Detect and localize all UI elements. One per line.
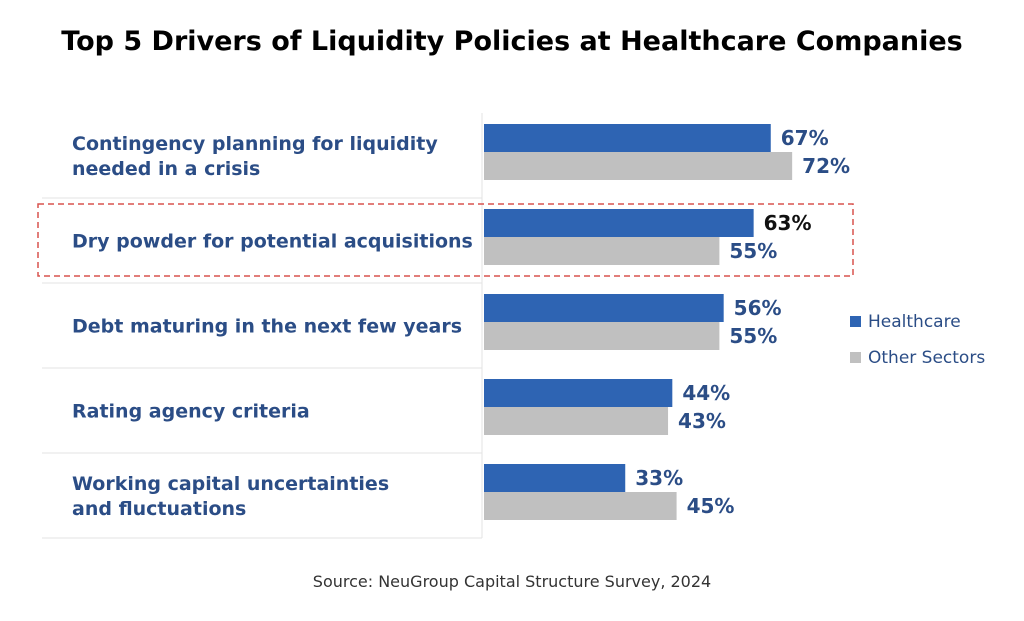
bar-healthcare — [484, 379, 673, 407]
bar-other-sectors — [484, 237, 720, 265]
data-label: 45% — [687, 494, 735, 518]
legend-swatch — [850, 316, 861, 327]
category-label: Dry powder for potential acquisitions — [72, 231, 473, 253]
data-label: 33% — [635, 466, 683, 490]
data-label: 44% — [682, 381, 730, 405]
bar-other-sectors — [484, 322, 720, 350]
category-label: Working capital uncertainties and fluctua… — [72, 473, 389, 520]
data-label: 67% — [781, 126, 829, 150]
bar-healthcare — [484, 124, 771, 152]
data-label: 55% — [729, 239, 777, 263]
data-label: 55% — [729, 324, 777, 348]
bar-other-sectors — [484, 152, 793, 180]
data-label: 56% — [734, 296, 782, 320]
category-label: Debt maturing in the next few years — [72, 316, 462, 338]
bar-healthcare — [484, 464, 626, 492]
bar-chart: Contingency planning for liquidity needed… — [37, 113, 985, 539]
bar-healthcare — [484, 209, 754, 237]
source-note: Source: NeuGroup Capital Structure Surve… — [312, 572, 712, 591]
bar-other-sectors — [484, 407, 669, 435]
category-label: Contingency planning for liquidity needed… — [72, 133, 438, 180]
data-label: 63% — [764, 211, 812, 235]
legend-label: Healthcare — [868, 312, 961, 332]
bar-other-sectors — [484, 492, 677, 520]
chart-title: Top 5 Drivers of Liquidity Policies at H… — [61, 26, 963, 57]
legend-swatch — [850, 352, 861, 363]
data-label: 43% — [678, 409, 726, 433]
bar-healthcare — [484, 294, 724, 322]
category-label: Rating agency criteria — [72, 401, 310, 423]
legend-label: Other Sectors — [868, 348, 985, 368]
highlight-box — [37, 203, 854, 277]
data-label: 72% — [802, 154, 850, 178]
